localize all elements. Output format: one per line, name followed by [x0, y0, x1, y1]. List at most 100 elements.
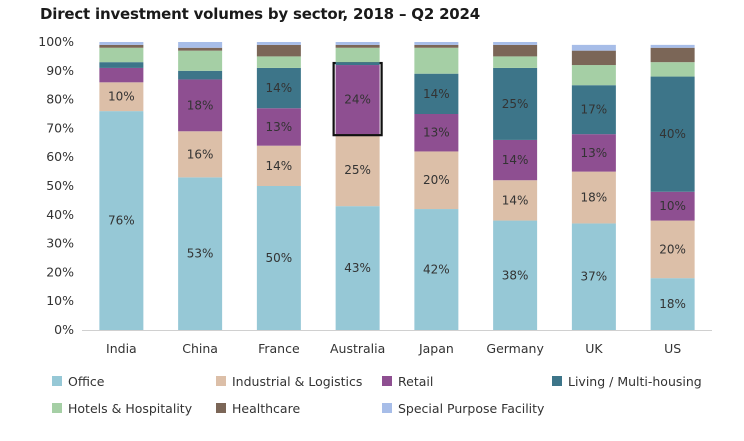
bar-segment-retail — [178, 79, 223, 132]
bar-china: 53% 16% 18% — [178, 42, 223, 330]
x-tick-label: France — [258, 341, 300, 356]
legend-label: Office — [68, 374, 105, 389]
legend-item-special-purpose-facility: Special Purpose Facility — [382, 401, 545, 416]
legend-swatch — [552, 376, 562, 386]
bar-segment-retail — [256, 108, 301, 146]
bar-segment-retail — [335, 65, 380, 135]
legend-swatch — [216, 403, 226, 413]
bar-segment-living-multi-housing — [335, 62, 380, 66]
data-label: 40% — [659, 127, 686, 141]
bar-segment-office — [178, 177, 223, 330]
bar-segment-hotels-hospitality — [99, 47, 144, 63]
x-tick-label: Japan — [418, 341, 454, 356]
bar-segment-retail — [493, 139, 538, 181]
bar-segment-office — [414, 209, 459, 330]
bar-segment-special-purpose-facility — [571, 44, 616, 51]
legend-item-retail: Retail — [382, 374, 433, 389]
bar-australia: 43% 25% 24% — [332, 42, 383, 330]
bar-segment-special-purpose-facility — [414, 42, 459, 45]
bar-us: 18% 20% 10% 40% — [650, 44, 695, 330]
data-label: 43% — [344, 261, 371, 275]
data-label: 13% — [581, 146, 608, 160]
y-tick-label: 50% — [46, 178, 74, 193]
bar-segment-office — [99, 111, 144, 331]
data-label: 25% — [502, 97, 529, 111]
bars: 76% 10% 53% 16% 18% 50% 14% 13% 14% 43% 25% 24% 42% 2… — [99, 42, 695, 331]
data-label: 14% — [502, 193, 529, 207]
data-label: 13% — [266, 120, 293, 134]
bar-segment-industrial-logistics — [650, 220, 695, 279]
y-tick-label: 0% — [54, 322, 74, 337]
legend-label: Retail — [398, 374, 433, 389]
data-label: 18% — [659, 297, 686, 311]
legend-swatch — [52, 376, 62, 386]
data-label: 17% — [581, 103, 608, 117]
legend-label: Hotels & Hospitality — [68, 401, 193, 416]
data-label: 42% — [423, 263, 450, 277]
legend-item-living-multi-housing: Living / Multi-housing — [552, 374, 702, 389]
data-label: 10% — [659, 199, 686, 213]
bar-segment-retail — [414, 114, 459, 152]
bar-segment-industrial-logistics — [256, 145, 301, 186]
data-label: 14% — [502, 153, 529, 167]
x-tick-label: US — [664, 341, 681, 356]
bar-segment-living-multi-housing — [571, 85, 616, 135]
bar-segment-living-multi-housing — [99, 62, 144, 68]
x-axis: India China France Australia Japan Germany UK U… — [106, 341, 681, 356]
y-tick-label: 30% — [46, 236, 74, 251]
data-label: 13% — [423, 126, 450, 140]
data-label: 10% — [108, 90, 135, 104]
y-tick-label: 90% — [46, 63, 74, 78]
y-tick-label: 70% — [46, 120, 74, 135]
bar-segment-special-purpose-facility — [335, 42, 380, 45]
bar-segment-retail — [99, 67, 144, 83]
legend-item-hotels-hospitality: Hotels & Hospitality — [52, 401, 193, 416]
data-label: 24% — [344, 93, 371, 107]
legend-swatch — [52, 403, 62, 413]
bar-segment-hotels-hospitality — [256, 56, 301, 68]
data-label: 18% — [581, 191, 608, 205]
bar-segment-living-multi-housing — [414, 73, 459, 114]
bar-segment-healthcare — [414, 44, 459, 48]
data-label: 37% — [581, 270, 608, 284]
bar-segment-office — [650, 278, 695, 330]
x-tick-label: China — [182, 341, 218, 356]
bar-segment-living-multi-housing — [178, 70, 223, 80]
legend-label: Special Purpose Facility — [398, 401, 545, 416]
data-label: 14% — [266, 81, 293, 95]
bar-france: 50% 14% 13% 14% — [256, 42, 301, 330]
data-label: 25% — [344, 163, 371, 177]
data-label: 14% — [266, 159, 293, 173]
bar-segment-hotels-hospitality — [414, 47, 459, 74]
bar-segment-healthcare — [493, 44, 538, 57]
bar-segment-industrial-logistics — [99, 82, 144, 112]
bar-segment-office — [335, 206, 380, 330]
bar-segment-retail — [650, 191, 695, 221]
y-tick-label: 20% — [46, 264, 74, 279]
bar-segment-special-purpose-facility — [178, 42, 223, 48]
bar-segment-healthcare — [178, 47, 223, 51]
bar-japan: 42% 20% 13% 14% — [414, 42, 459, 330]
data-label: 50% — [266, 251, 293, 265]
legend-swatch — [216, 376, 226, 386]
legend-label: Living / Multi-housing — [568, 374, 702, 389]
data-label: 14% — [423, 87, 450, 101]
bar-india: 76% 10% — [99, 42, 144, 331]
data-label: 20% — [423, 173, 450, 187]
x-tick-label: India — [106, 341, 137, 356]
bar-segment-hotels-hospitality — [650, 62, 695, 77]
legend-label: Healthcare — [232, 401, 300, 416]
bar-segment-industrial-logistics — [571, 171, 616, 224]
bar-segment-industrial-logistics — [335, 134, 380, 207]
data-label: 18% — [187, 98, 214, 112]
bar-segment-special-purpose-facility — [493, 42, 538, 45]
bar-uk: 37% 18% 13% 17% — [571, 44, 616, 330]
data-label: 16% — [187, 147, 214, 161]
y-tick-label: 40% — [46, 207, 74, 222]
legend-label: Industrial & Logistics — [232, 374, 362, 389]
bar-segment-hotels-hospitality — [178, 50, 223, 71]
x-tick-label: Australia — [330, 341, 385, 356]
legend-item-healthcare: Healthcare — [216, 401, 300, 416]
bar-segment-office — [571, 223, 616, 330]
bar-segment-industrial-logistics — [493, 180, 538, 221]
